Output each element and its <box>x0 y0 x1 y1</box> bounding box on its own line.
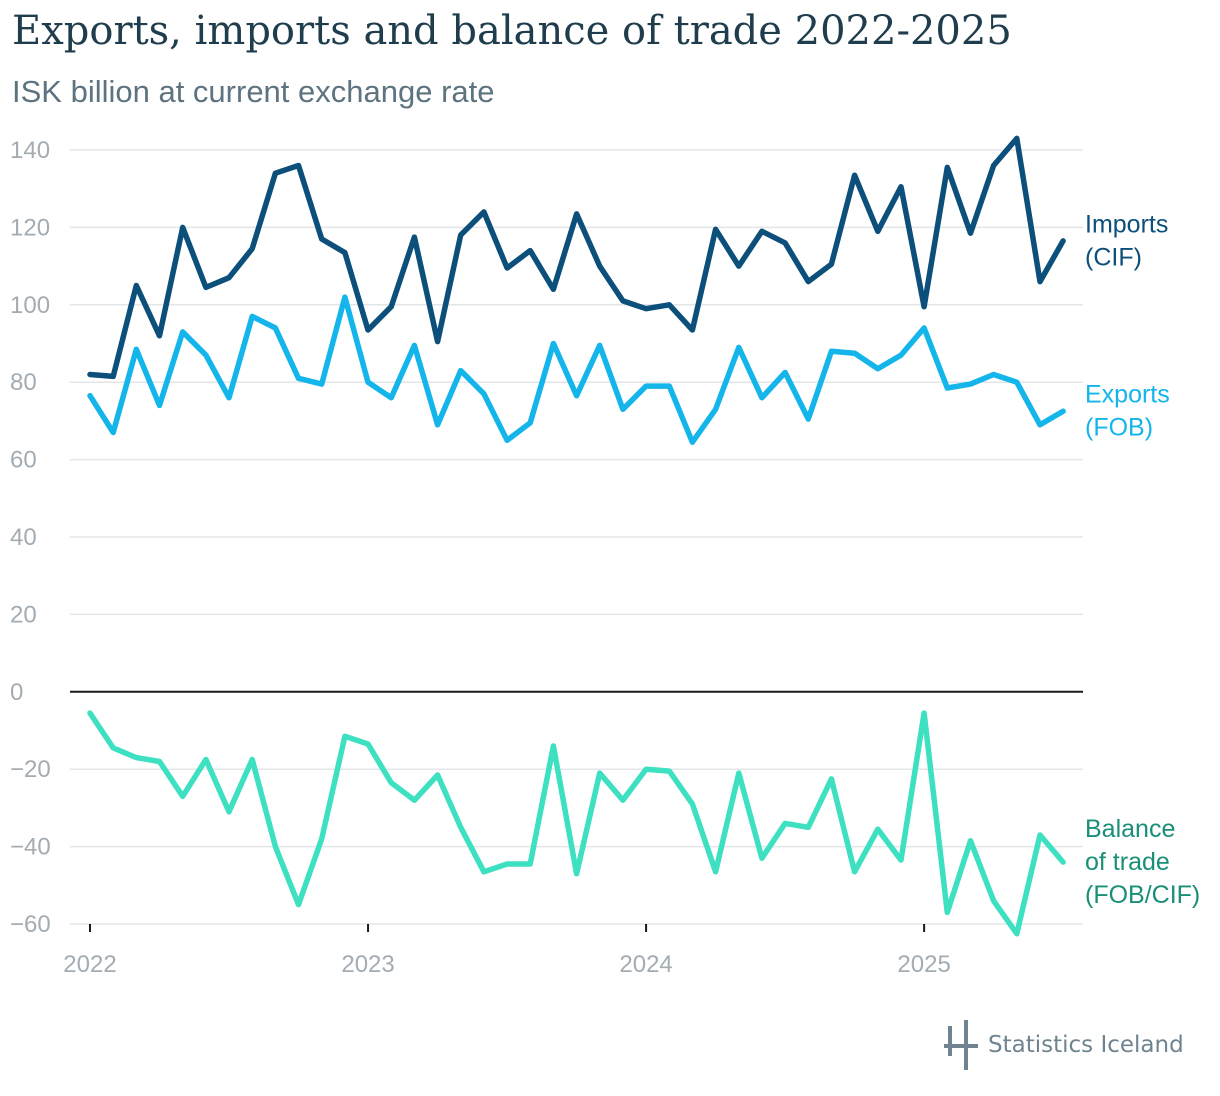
y-tick-label: −20 <box>10 756 51 783</box>
x-tick-label: 2022 <box>63 951 116 978</box>
x-tick-label: 2025 <box>897 951 950 978</box>
y-axis-ticks: 140 120 100 80 60 40 20 0 −20 −40 −60 <box>10 137 51 938</box>
y-tick-label: 40 <box>10 524 37 551</box>
y-tick-label: 20 <box>10 601 37 628</box>
series-label-balance: of trade <box>1085 848 1170 876</box>
y-tick-label: −60 <box>10 911 51 938</box>
series-label-balance: Balance <box>1085 815 1175 843</box>
statistics-iceland-logo[interactable]: Statistics Iceland <box>944 1020 1184 1070</box>
series-labels: Imports (CIF) Exports (FOB) Balance of trade (… <box>1085 210 1200 909</box>
series-label-balance: (FOB/CIF) <box>1085 881 1200 909</box>
series-line-exports <box>87 294 1066 445</box>
series-label-exports: (FOB) <box>1085 414 1153 442</box>
y-tick-label: 60 <box>10 447 37 474</box>
y-tick-label: 140 <box>10 137 50 164</box>
series-label-exports: Exports <box>1085 381 1170 409</box>
series-label-imports: Imports <box>1085 210 1168 238</box>
grid-lines <box>70 149 1083 925</box>
y-tick-label: 120 <box>10 214 50 241</box>
y-tick-label: 0 <box>10 679 23 706</box>
logo-text: Statistics Iceland <box>988 1032 1184 1058</box>
statistics-iceland-mark-icon <box>944 1020 978 1070</box>
series-line-imports <box>87 135 1066 380</box>
y-tick-label: 80 <box>10 369 37 396</box>
chart-subtitle: ISK billion at current exchange rate <box>12 74 495 109</box>
series-lines <box>87 135 1066 937</box>
y-tick-label: −40 <box>10 834 51 861</box>
x-axis-ticks: 2022 2023 2024 2025 <box>63 924 951 978</box>
series-line-balance <box>87 710 1066 937</box>
y-tick-label: 100 <box>10 292 50 319</box>
x-tick-label: 2024 <box>619 951 672 978</box>
chart-title: Exports, imports and balance of trade 20… <box>12 8 1012 54</box>
x-tick-label: 2023 <box>341 951 394 978</box>
series-label-imports: (CIF) <box>1085 243 1142 271</box>
